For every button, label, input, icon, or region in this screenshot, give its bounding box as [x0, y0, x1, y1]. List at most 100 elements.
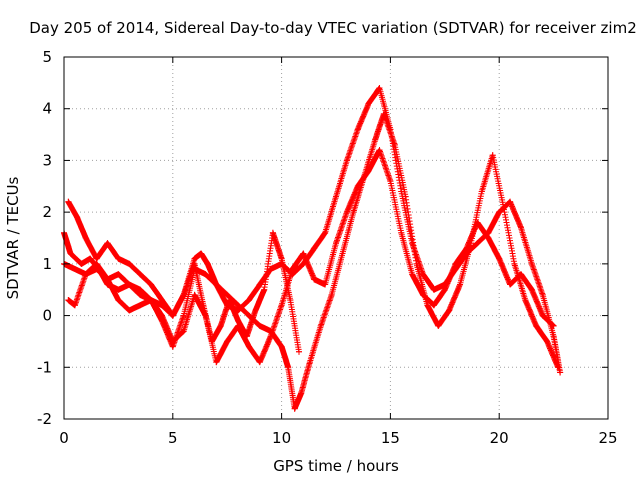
data-point — [287, 297, 294, 304]
data-point — [511, 260, 518, 267]
data-point — [217, 322, 224, 329]
data-marks — [61, 85, 564, 412]
y-tick-label: 1 — [42, 255, 52, 273]
data-point — [311, 245, 318, 252]
x-tick-label: 10 — [272, 429, 291, 447]
data-point — [322, 229, 329, 236]
y-tick-label: 2 — [42, 203, 52, 221]
data-point — [71, 302, 78, 309]
data-point — [198, 250, 205, 257]
data-point — [289, 266, 296, 273]
data-point — [528, 260, 535, 267]
data-point — [463, 245, 470, 252]
data-point — [235, 302, 242, 309]
data-point — [226, 297, 233, 304]
data-point — [169, 312, 176, 319]
x-tick-label: 25 — [598, 429, 617, 447]
grid-lines — [64, 57, 608, 419]
data-point — [457, 281, 464, 288]
data-point — [252, 307, 259, 314]
data-point — [224, 291, 231, 298]
x-axis-label: GPS time / hours — [273, 457, 399, 475]
data-point — [180, 291, 187, 298]
data-point — [343, 209, 350, 216]
data-point — [65, 297, 72, 304]
data-point — [522, 297, 529, 304]
data-point — [533, 322, 540, 329]
y-tick-label: 0 — [42, 307, 52, 325]
y-tick-label: -1 — [37, 358, 52, 376]
data-point — [137, 302, 144, 309]
data-point — [278, 302, 285, 309]
data-point — [478, 188, 485, 195]
data-point — [441, 286, 448, 293]
data-point — [204, 260, 211, 267]
data-point — [87, 255, 94, 262]
data-point — [256, 359, 263, 366]
data-point — [557, 369, 564, 376]
chart-title: Day 205 of 2014, Sidereal Day-to-day VTE… — [29, 19, 637, 37]
data-point — [306, 359, 313, 366]
data-point — [243, 333, 250, 340]
data-point — [148, 281, 155, 288]
data-point — [137, 271, 144, 278]
data-point — [261, 286, 268, 293]
data-point — [296, 348, 303, 355]
data-point — [126, 260, 133, 267]
data-point — [446, 307, 453, 314]
data-point — [376, 85, 383, 92]
x-tick-label: 20 — [490, 429, 509, 447]
y-tick-labels: -2 -1 0 1 2 3 4 5 — [37, 48, 52, 428]
y-tick-label: 4 — [42, 100, 52, 118]
data-point — [365, 167, 372, 174]
data-point — [550, 322, 557, 329]
data-point — [539, 291, 546, 298]
data-point — [430, 286, 437, 293]
data-point — [82, 271, 89, 278]
data-point — [82, 235, 89, 241]
data-point — [496, 209, 503, 216]
data-point — [278, 343, 285, 350]
data-point — [517, 271, 524, 278]
data-point — [126, 281, 133, 288]
data-point — [391, 141, 398, 148]
data-point — [71, 266, 78, 273]
y-tick-label: -2 — [37, 410, 52, 428]
data-point — [267, 333, 274, 340]
x-tick-label: 5 — [168, 429, 178, 447]
y-axis-label: SDTVAR / TECUs — [4, 176, 22, 299]
x-tick-labels: 0 5 10 15 20 25 — [59, 429, 617, 447]
data-point — [158, 297, 165, 304]
data-point — [256, 281, 263, 288]
data-point — [200, 302, 207, 309]
data-point — [489, 152, 496, 159]
data-point — [300, 250, 307, 257]
data-point — [317, 322, 324, 329]
data-point — [311, 276, 318, 283]
data-point — [78, 260, 85, 267]
data-point — [202, 271, 209, 278]
y-tick-label: 3 — [42, 151, 52, 169]
data-point — [387, 178, 394, 185]
plot-frame — [63, 56, 609, 420]
data-point — [256, 322, 263, 329]
data-point — [435, 322, 442, 329]
data-point — [278, 255, 285, 262]
data-point — [115, 271, 122, 278]
data-point — [191, 255, 198, 262]
data-point — [343, 157, 350, 164]
data-point — [507, 281, 514, 288]
y-tick-label: 5 — [42, 48, 52, 66]
data-point — [213, 281, 220, 288]
data-point — [339, 250, 346, 257]
data-point — [74, 214, 81, 221]
data-point — [409, 271, 416, 278]
data-point — [169, 338, 176, 345]
data-point — [376, 147, 383, 154]
data-point — [213, 359, 220, 366]
data-point — [354, 126, 361, 133]
data-point — [235, 317, 242, 324]
data-point — [285, 364, 292, 371]
data-point — [137, 286, 144, 293]
